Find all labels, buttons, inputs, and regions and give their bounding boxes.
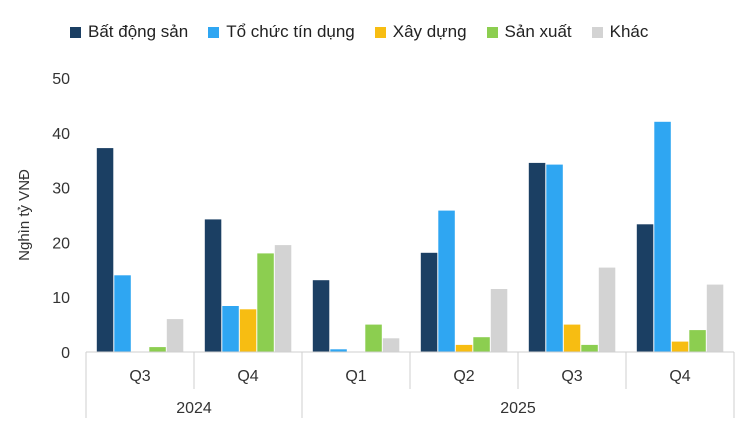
- y-tick-label: 10: [52, 290, 70, 307]
- bar: [706, 284, 724, 352]
- y-tick-label: 30: [52, 181, 70, 198]
- bar: [654, 121, 671, 352]
- legend-label: Khác: [609, 22, 649, 41]
- bar: [257, 253, 274, 352]
- bar: [598, 267, 616, 352]
- legend-item-5: Khác: [591, 22, 649, 42]
- bar: [382, 338, 400, 352]
- legend-item-1: Bất động sản: [70, 22, 188, 42]
- bar: [563, 324, 581, 352]
- bar: [312, 280, 330, 352]
- legend-swatch: [591, 26, 603, 38]
- bar: [528, 162, 546, 352]
- bar: [546, 164, 563, 352]
- legend-item-4: Sản xuất: [486, 22, 572, 42]
- bar: [473, 337, 490, 352]
- bar: [420, 252, 438, 352]
- legend-item-3: Xây dựng: [374, 22, 467, 42]
- bar: [365, 324, 382, 352]
- bar: [204, 219, 222, 352]
- bar: [96, 148, 114, 352]
- x-tick-label: Q3: [561, 368, 582, 385]
- legend-swatch: [208, 26, 220, 38]
- bar: [671, 341, 689, 352]
- y-tick-label: 0: [61, 345, 70, 362]
- x-tick-label: Q3: [129, 368, 150, 385]
- bar: [636, 224, 654, 352]
- legend-item-2: Tổ chức tín dụng: [208, 22, 355, 42]
- y-tick-label: 20: [52, 235, 70, 252]
- bar: [222, 306, 239, 352]
- group-label: 2024: [176, 400, 212, 417]
- x-tick-label: Q4: [237, 368, 258, 385]
- x-tick-label: Q1: [345, 368, 366, 385]
- bar: [239, 309, 257, 352]
- bar: [438, 210, 455, 352]
- legend-label: Sản xuất: [504, 22, 572, 41]
- legend-swatch: [70, 26, 81, 38]
- bar: [330, 349, 347, 352]
- legend-label: Xây dựng: [392, 22, 467, 41]
- legend-label: Bất động sản: [88, 22, 189, 41]
- y-tick-label: 40: [52, 126, 70, 143]
- bar: [490, 289, 508, 352]
- legend-label: Tổ chức tín dụng: [226, 22, 355, 41]
- legend-swatch: [374, 26, 386, 38]
- bar: [114, 275, 131, 352]
- y-tick-label: 50: [52, 71, 70, 88]
- x-tick-label: Q4: [669, 368, 690, 385]
- legend: Bất động sản Tổ chức tín dụng Xây dựng Sản …: [70, 22, 648, 42]
- bar: [166, 319, 184, 352]
- bar: [581, 344, 598, 352]
- y-axis-label: Nghìn tỷ VNĐ: [16, 169, 33, 261]
- x-tick-label: Q2: [453, 368, 474, 385]
- group-label: 2025: [500, 400, 536, 417]
- bar: [149, 347, 166, 352]
- legend-swatch: [486, 26, 498, 38]
- bar: [455, 344, 473, 352]
- bar: [689, 330, 706, 352]
- bar: [274, 245, 292, 352]
